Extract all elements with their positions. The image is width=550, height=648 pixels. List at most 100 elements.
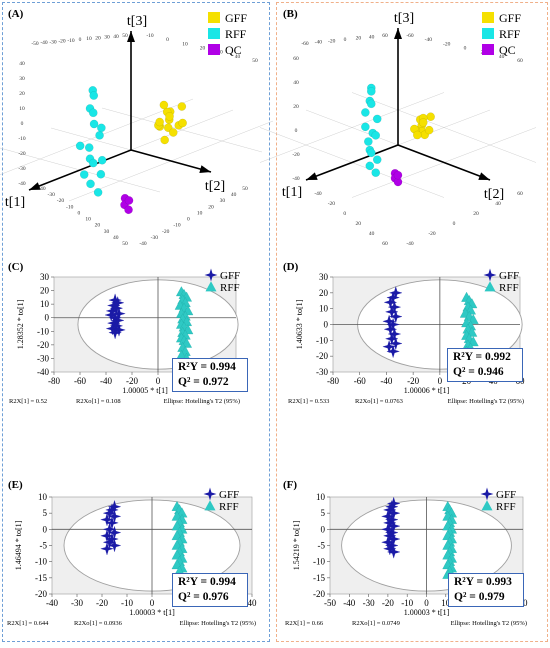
x-tick-label: -30 [363,598,375,608]
x-tick-label: -80 [48,376,60,386]
rff-point [364,137,373,146]
y-tick-label: -30 [151,235,159,241]
gff-point [107,538,122,553]
rff-point [86,179,95,189]
q2-stat-e: Q² = 0.976 [178,590,242,605]
rff-point [361,108,370,117]
gff-point [155,117,164,127]
t3-axis-label: t[3] [127,14,147,29]
qc-point [124,196,134,205]
rff-point [365,161,375,171]
y-tick-label: 50 [252,58,258,64]
x-tick-label: 50 [122,241,128,247]
x-tick-label: -20 [96,598,108,608]
gff-point [168,128,178,137]
legend-gff-icon [203,487,217,501]
t1-axis-line [305,144,399,181]
legend-label-qc: QC [225,43,242,57]
t3-axis-label: t[3] [394,11,414,26]
x-axis-label: 1.00006 * t[1] [404,386,450,395]
x-tick-label: 0 [343,211,346,217]
r2y-label-e: R²Y = [178,576,210,588]
y-tick-label: 20 [319,288,329,298]
gff-point [389,286,403,300]
gff-point [426,112,435,122]
y-tick-label: 0 [187,217,190,223]
x-tick-label: 0 [438,376,443,386]
legend-label-gff: GFF [225,11,247,25]
legend-swatch-rff [208,28,220,39]
q2-label-d: Q² = [453,366,478,378]
z-tick-label: 20 [19,91,25,97]
x-tick-label: -10 [66,204,74,210]
z-tick-label: -30 [18,166,26,172]
legend-rff-icon [204,500,216,511]
gff-point [383,322,398,336]
q2-label-f: Q² = [454,591,479,603]
x-tick-label: 10 [85,217,91,223]
right-panel-frame [276,2,548,642]
stats-box-f: R²Y = 0.993 Q² = 0.979 [448,573,524,607]
ellipse-text: Ellipse: Hotelling's T2 (95%) [451,620,527,627]
left-panel-frame [2,2,270,642]
x-tick-label: 0 [79,37,82,43]
r2y-value-d: 0.992 [484,351,511,363]
r2y-value-e: 0.994 [209,576,236,588]
z-tick-label: -40 [292,176,300,182]
rff-point [97,155,107,165]
y-tick-label: 30 [319,272,329,282]
x-tick-label: -20 [126,376,138,386]
stats-box-d: R²Y = 0.992 Q² = 0.946 [447,348,523,382]
x-tick-label: -10 [67,38,75,44]
y-tick-label: 60 [517,191,523,197]
legend-gff-icon [480,487,494,501]
legend-rff-label: RFF [499,282,519,294]
r2y-label-f: R²Y = [454,576,486,588]
y-axis-label: 1.28352 * to[1] [16,299,25,349]
x-tick-label: 40 [369,231,375,237]
z-tick-label: 30 [19,76,25,82]
y-tick-label: 60 [517,58,523,64]
t2-axis-label: t[2] [484,187,504,202]
t2-axis-arrowhead [478,172,490,180]
x-tick-label: -20 [407,376,419,386]
y-tick-label: 40 [495,201,501,207]
x-tick-label: 20 [355,221,361,227]
ellipse-text: Ellipse: Hotelling's T2 (95%) [180,620,256,627]
q2-label-e: Q² = [178,591,203,603]
y-tick-label: 40 [499,54,505,60]
rff-point [89,119,99,129]
rff-point [366,148,376,158]
y-tick-label: -20 [313,589,325,599]
y-tick-label: -30 [37,353,49,363]
z-tick-label: 40 [293,80,299,86]
q2-value-e: 0.976 [202,591,229,603]
x-tick-label: -10 [401,598,413,608]
q2-value-f: 0.979 [478,591,505,603]
x-tick-label: 0 [78,210,81,216]
q2-stat-c: Q² = 0.972 [178,375,242,390]
y-tick-label: -40 [139,241,147,247]
r2xo-text: R2Xo[1] = 0.0763 [355,398,403,405]
stats-box-c: R²Y = 0.994 Q² = 0.972 [172,358,248,392]
legend-label-qc: QC [499,43,516,57]
x-tick-label: 40 [248,598,258,608]
x-tick-label: 50 [122,33,128,39]
x-tick-label: -40 [315,40,323,46]
gff-point [385,332,399,346]
gff-point [385,305,399,319]
r2xo-text: R2Xo[1] = 0.0749 [352,620,400,627]
y-tick-label: 10 [40,299,50,309]
x-tick-label: -40 [40,40,48,46]
r2x-text: R2X[1] = 0.66 [285,620,324,627]
ellipse-text: Ellipse: Hotelling's T2 (95%) [448,398,524,405]
z-tick-label: 20 [293,104,299,110]
y-tick-label: 5 [43,508,48,518]
y-tick-label: 0 [321,524,326,534]
x-tick-label: 0 [424,598,429,608]
panel-3d-0: (A)t[1]t[2]t[3]403020100-10-20-30-40-50-… [0,8,274,247]
gff-point [383,295,398,310]
x-tick-label: 40 [113,34,119,40]
rff-point [361,122,370,132]
x-tick-label: 0 [156,376,161,386]
